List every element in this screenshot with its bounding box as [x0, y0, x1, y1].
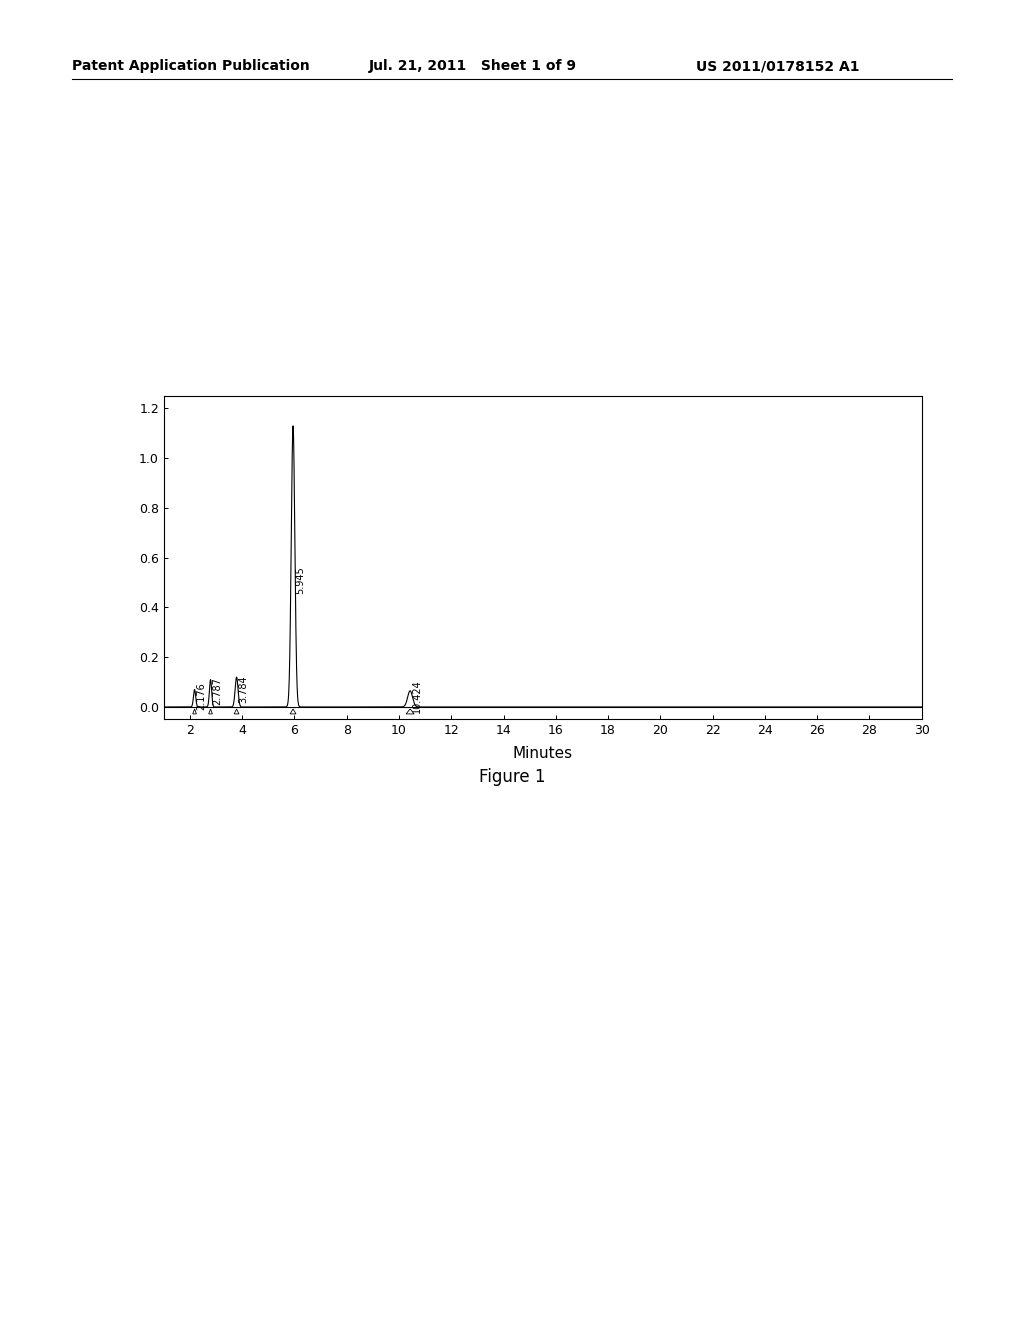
Text: Figure 1: Figure 1: [479, 768, 545, 787]
Text: 3.784: 3.784: [239, 676, 249, 704]
Text: Patent Application Publication: Patent Application Publication: [72, 59, 309, 74]
X-axis label: Minutes: Minutes: [513, 746, 572, 760]
Polygon shape: [209, 709, 212, 714]
Text: 10.424: 10.424: [413, 680, 422, 713]
Text: 2.176: 2.176: [197, 682, 207, 710]
Text: 2.787: 2.787: [213, 677, 222, 705]
Text: 5.945: 5.945: [295, 566, 305, 594]
Text: Jul. 21, 2011   Sheet 1 of 9: Jul. 21, 2011 Sheet 1 of 9: [369, 59, 577, 74]
Polygon shape: [290, 709, 296, 714]
Polygon shape: [193, 709, 197, 714]
Polygon shape: [407, 709, 414, 714]
Polygon shape: [234, 709, 239, 714]
Text: US 2011/0178152 A1: US 2011/0178152 A1: [696, 59, 860, 74]
